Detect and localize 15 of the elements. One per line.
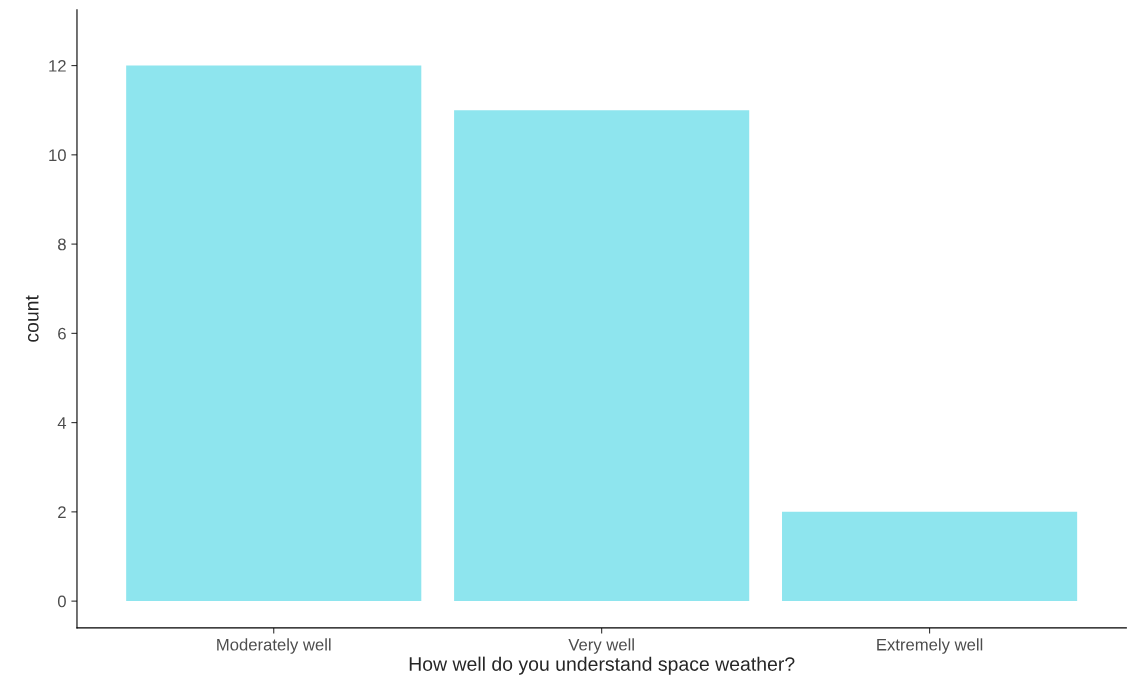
x-axis-title: How well do you understand space weather? xyxy=(409,656,795,675)
y-tick-label: 2 xyxy=(58,506,66,518)
y-axis-title: count xyxy=(25,295,39,342)
x-tick-label: Very well xyxy=(568,638,634,654)
y-tick-label: 10 xyxy=(49,149,66,162)
y-tick-label: 8 xyxy=(58,238,66,251)
y-tick-label: 12 xyxy=(49,59,66,72)
bar xyxy=(454,110,750,602)
y-tick-label: 6 xyxy=(58,327,66,340)
y-tick-label: 4 xyxy=(57,417,67,429)
bar xyxy=(782,511,1078,602)
bar xyxy=(126,65,422,602)
y-tick-label: 0 xyxy=(57,595,66,608)
x-tick-label: Moderately well xyxy=(217,638,331,654)
x-tick-label: Extremely well xyxy=(877,638,983,654)
